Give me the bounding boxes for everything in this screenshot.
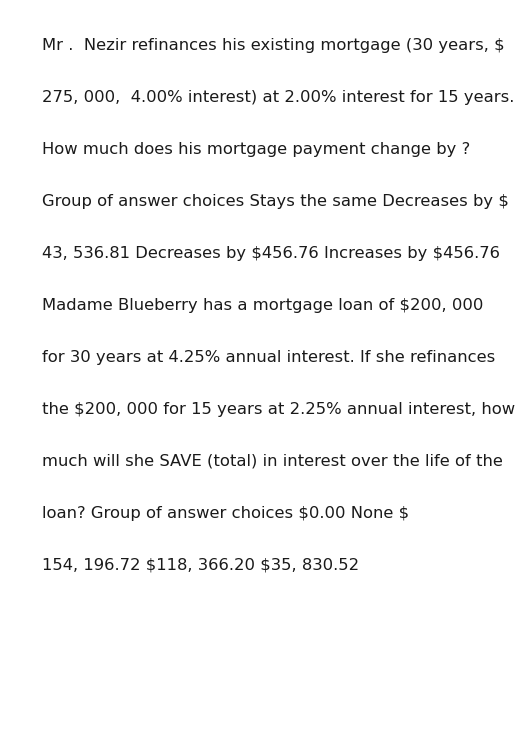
Text: 154, 196.72 $118, 366.20 $35, 830.52: 154, 196.72 $118, 366.20 $35, 830.52 <box>42 558 359 573</box>
Text: Group of answer choices Stays the same Decreases by $: Group of answer choices Stays the same D… <box>42 194 509 209</box>
Text: 275, 000,  4.00% interest) at 2.00% interest for 15 years.: 275, 000, 4.00% interest) at 2.00% inter… <box>42 90 515 105</box>
Text: the $200, 000 for 15 years at 2.25% annual interest, how: the $200, 000 for 15 years at 2.25% annu… <box>42 402 515 417</box>
Text: much will she SAVE (total) in interest over the life of the: much will she SAVE (total) in interest o… <box>42 454 503 469</box>
Text: How much does his mortgage payment change by ?: How much does his mortgage payment chang… <box>42 142 470 157</box>
Text: Mr .  Nezir refinances his existing mortgage (30 years, $: Mr . Nezir refinances his existing mortg… <box>42 38 505 53</box>
Text: loan? Group of answer choices $0.00 None $: loan? Group of answer choices $0.00 None… <box>42 506 409 521</box>
Text: 43, 536.81 Decreases by $456.76 Increases by $456.76: 43, 536.81 Decreases by $456.76 Increase… <box>42 246 500 261</box>
Text: for 30 years at 4.25% annual interest. If she refinances: for 30 years at 4.25% annual interest. I… <box>42 350 495 365</box>
Text: Madame Blueberry has a mortgage loan of $200, 000: Madame Blueberry has a mortgage loan of … <box>42 298 483 313</box>
